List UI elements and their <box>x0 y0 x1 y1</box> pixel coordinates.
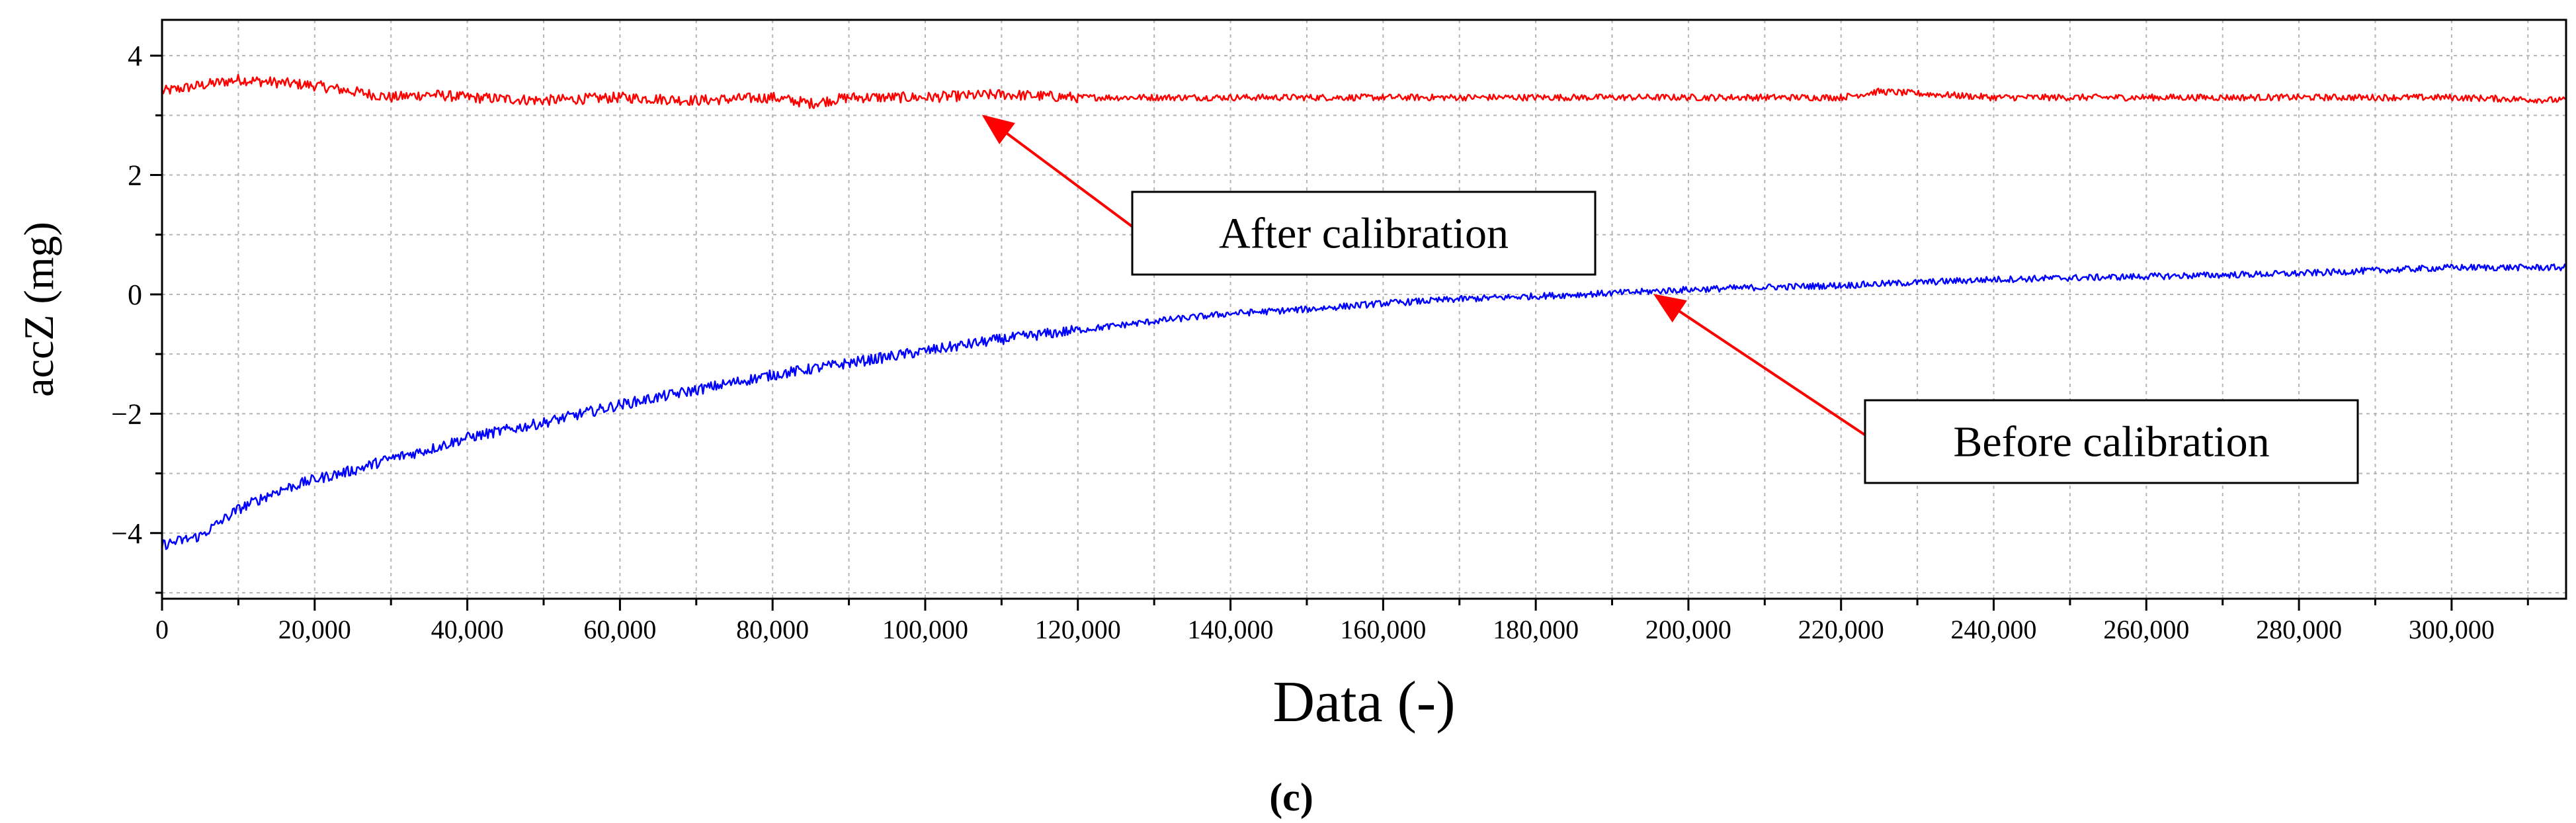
y-tick-label: −4 <box>111 517 142 550</box>
grid <box>162 20 2566 599</box>
x-tick-label: 0 <box>155 615 169 644</box>
x-tick-label: 80,000 <box>736 615 809 644</box>
x-tick-label: 20,000 <box>278 615 351 644</box>
x-tick-label: 220,000 <box>1798 615 1884 644</box>
x-tick-label: 200,000 <box>1645 615 1731 644</box>
y-tick-label: 4 <box>128 40 142 72</box>
y-axis-label: accZ (mg) <box>15 222 62 397</box>
x-tick-label: 240,000 <box>1951 615 2037 644</box>
panel-label: (c) <box>1269 775 1313 819</box>
annotation-label: After calibration <box>1219 210 1509 258</box>
x-tick-label: 280,000 <box>2256 615 2342 644</box>
y-tick-label: −2 <box>111 398 142 430</box>
series-line-before-calibration <box>161 263 2567 550</box>
x-tick-label: 300,000 <box>2409 615 2495 644</box>
x-tick-label: 260,000 <box>2103 615 2189 644</box>
annotations: After calibration Before calibration <box>981 114 2359 484</box>
y-tick-label: 0 <box>128 279 142 311</box>
annotation-label: Before calibration <box>1953 418 2269 466</box>
x-tick-label: 180,000 <box>1493 615 1579 644</box>
annotation-box <box>1864 399 2359 484</box>
annotation-box <box>1131 191 1597 276</box>
x-tick-label: 140,000 <box>1188 615 1274 644</box>
x-tick-label: 160,000 <box>1340 615 1426 644</box>
x-tick-label: 40,000 <box>431 615 504 644</box>
y-axis: −4 −2 0 2 4 <box>111 40 162 594</box>
y-tick-label: 2 <box>128 159 142 192</box>
series-line-after-calibration <box>161 73 2567 109</box>
plot-frame <box>161 19 2567 600</box>
series-layer <box>161 73 2567 550</box>
x-tick-label: 120,000 <box>1035 615 1121 644</box>
x-tick-label: 60,000 <box>583 615 656 644</box>
x-axis-label: Data (-) <box>1272 670 1455 734</box>
x-axis: 0 20,000 40,000 60,000 80,000 100,000 120,000 1… <box>155 599 2529 644</box>
annotation-arrow <box>981 114 1134 228</box>
annotation-arrow <box>1653 294 1866 437</box>
x-tick-label: 100,000 <box>882 615 968 644</box>
